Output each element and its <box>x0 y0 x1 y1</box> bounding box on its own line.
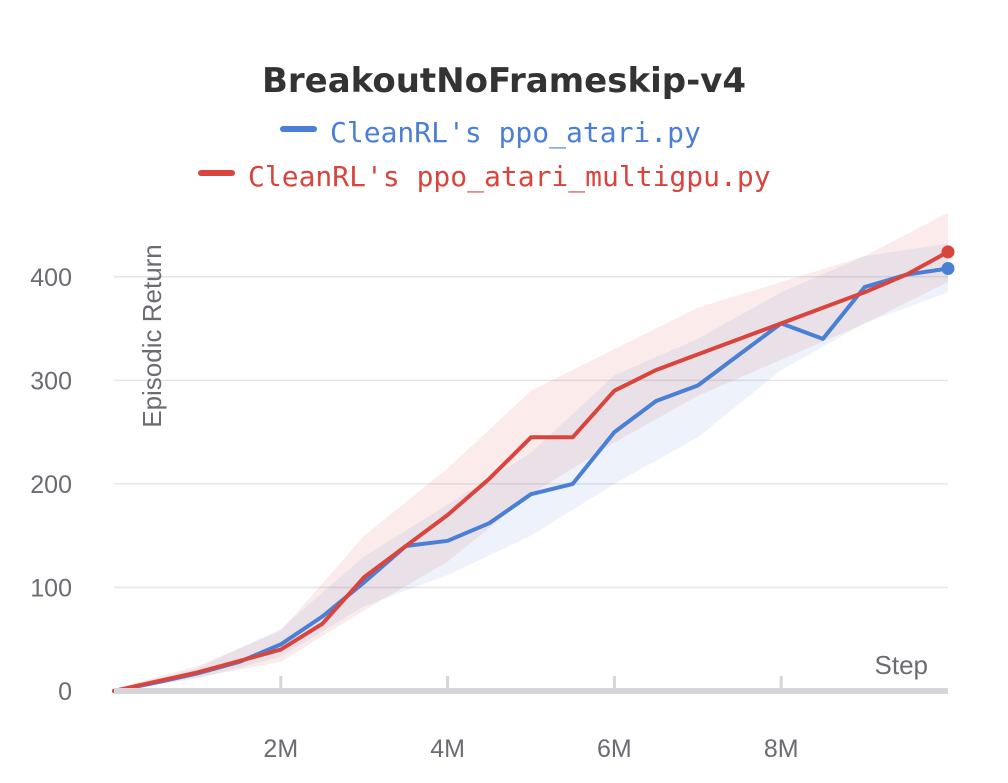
band-series-1 <box>114 212 948 691</box>
x-tick-label-6M: 6M <box>597 735 632 763</box>
y-tick-label-0: 0 <box>58 678 72 706</box>
legend-label-ppo-atari-multigpu: CleanRL's ppo_atari_multigpu.py <box>248 160 771 194</box>
y-tick-label-400: 400 <box>30 264 72 292</box>
x-axis-ticks: 2M 4M 6M 8M <box>263 676 799 763</box>
y-axis-label: Episodic Return <box>137 244 167 428</box>
chart-title: BreakoutNoFrameskip-v4 <box>262 61 746 101</box>
legend-label-ppo-atari: CleanRL's ppo_atari.py <box>330 116 701 150</box>
y-tick-label-200: 200 <box>30 471 72 499</box>
y-axis-ticks: 0 100 200 300 400 <box>30 264 72 706</box>
grid <box>114 276 948 589</box>
x-tick-label-4M: 4M <box>430 735 465 763</box>
x-tick-label-8M: 8M <box>764 735 799 763</box>
y-tick-label-300: 300 <box>30 367 72 395</box>
series-lines <box>112 245 955 693</box>
x-tick-label-2M: 2M <box>263 735 298 763</box>
series-line-1 <box>112 249 950 693</box>
legend: CleanRL's ppo_atari.py CleanRL's ppo_ata… <box>198 116 771 194</box>
series-end-point-0 <box>941 261 955 275</box>
series-end-point-1 <box>941 245 955 259</box>
confidence-bands <box>114 212 948 691</box>
y-tick-label-100: 100 <box>30 574 72 602</box>
x-axis-label: Step <box>875 650 929 680</box>
